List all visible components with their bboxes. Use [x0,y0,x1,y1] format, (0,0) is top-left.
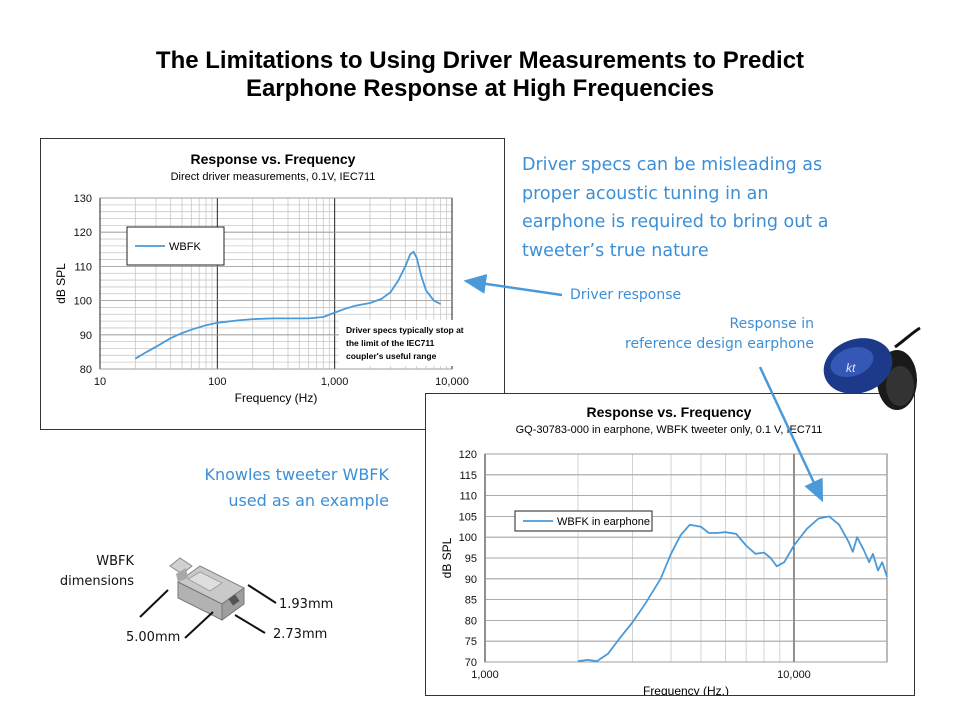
slide-title: The Limitations to Using Driver Measurem… [0,47,960,103]
dimensions-label-line-2: dimensions [59,574,134,589]
earphone-chart-panel: 70 75 80 85 90 95 100 105 110 115 120 1,000 10,000 Re… [425,393,915,698]
svg-text:kt: kt [846,361,856,375]
legend-box [514,510,653,532]
reference-design-label: Response in reference design earphone [625,314,814,354]
y-tick-label: 115 [459,470,477,482]
spec-note-line: proper acoustic tuning in an [522,183,769,204]
knowles-note-line-1: Knowles tweeter WBFK [204,465,389,484]
x-tick-label: 10,000 [435,376,469,388]
dimension-height: 1.93mm [279,597,334,612]
series-line [134,250,442,360]
y-tick-label: 120 [459,449,477,461]
spec-note-line: Driver specs can be misleading as [522,155,823,175]
y-tick-label: 95 [465,553,477,565]
dimension-width: 2.73mm [273,627,328,642]
earphone-response-chart: 70 75 80 85 90 95 100 105 110 115 120 1,000 10,000 Re… [440,404,888,698]
x-tick-label: 100 [208,376,226,388]
legend-label: WBFK in earphone [557,516,650,528]
dimensions-label: WBFK dimensions [60,552,134,592]
annotation-text: coupler's useful range [346,351,437,361]
dimensions-label-line-1: WBFK [96,554,134,569]
chart-title: Response vs. Frequency [191,151,356,167]
y-tick-label: 130 [74,193,92,205]
y-tick-label: 90 [465,574,477,586]
y-tick-label: 110 [459,491,477,503]
reference-label-line-2: reference design earphone [625,336,814,352]
y-axis-label: dB SPL [440,537,454,578]
x-tick-label: 10,000 [777,669,811,681]
dimension-line-length-b [184,611,214,639]
dimension-line-length-a [139,589,169,618]
x-axis-label: Frequency (Hz) [235,391,318,405]
knowles-note-line-2: used as an example [228,491,389,510]
y-tick-label: 85 [465,595,477,607]
y-tick-label: 110 [74,261,92,273]
x-tick-label: 10 [94,376,106,388]
spec-note-line: tweeter’s true nature [522,240,709,261]
dimension-line-width [234,614,266,634]
chart-subtitle: GQ-30783-000 in earphone, WBFK tweeter o… [516,424,823,436]
spec-note: Driver specs can be misleading as proper… [522,151,828,265]
annotation-text: the limit of the IEC711 [346,338,435,348]
y-axis-label: dB SPL [54,263,68,304]
y-tick-label: 100 [459,532,477,544]
annotation-text: Driver specs typically stop at [346,325,464,335]
driver-response-chart: 80 90 100 110 120 130 10 100 1,000 10,000 Response… [54,151,469,405]
y-tick-label: 80 [465,615,477,627]
slide-title-line-2: Earphone Response at High Frequencies [245,75,715,102]
knowles-note: Knowles tweeter WBFK used as an example [204,462,389,514]
annotation-background [339,320,454,366]
x-axis-label: Frequency (Hz.) [643,684,729,695]
reference-label-line-1: Response in [729,316,814,332]
y-tick-label: 100 [74,296,92,308]
chart-subtitle: Direct driver measurements, 0.1V, IEC711 [171,171,376,183]
slide-title-line-1: The Limitations to Using Driver Measurem… [155,47,805,74]
legend-label: WBFK [169,241,201,253]
y-tick-label: 105 [459,511,477,523]
driver-chart-panel: 80 90 100 110 120 130 10 100 1,000 10,000 Response… [40,138,505,430]
y-tick-label: 70 [465,657,477,669]
wbfk-tweeter-image [169,557,245,621]
spec-note-line: earphone is required to bring out a [522,212,829,232]
dimension-length: 5.00mm [126,630,181,645]
x-tick-label: 1,000 [471,669,499,681]
y-tick-label: 75 [465,636,477,648]
x-tick-label: 1,000 [321,376,349,388]
dimension-line-height [247,584,277,604]
y-tick-label: 80 [80,364,92,376]
series-line [577,515,888,663]
y-tick-label: 90 [80,330,92,342]
chart-title: Response vs. Frequency [587,404,752,420]
driver-response-label: Driver response [570,287,682,303]
y-tick-label: 120 [74,227,92,239]
